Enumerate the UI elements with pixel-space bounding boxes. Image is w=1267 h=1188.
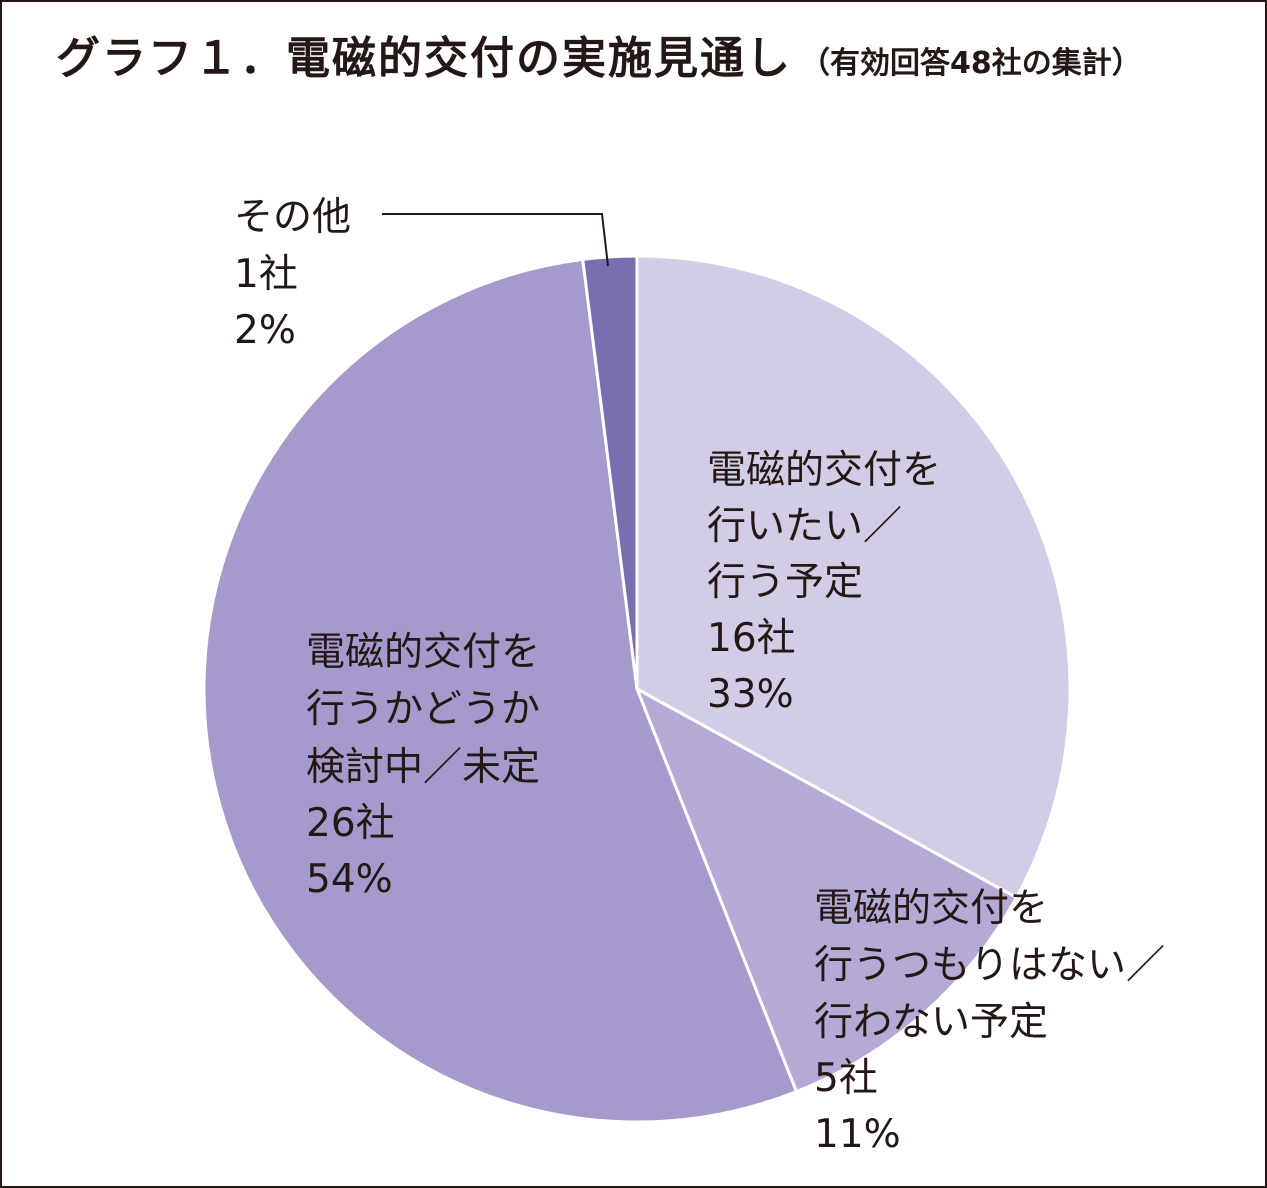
chart-title-main: グラフ１．電磁的交付の実施見通し — [56, 33, 792, 84]
slice-label-3: その他 1社 2% — [234, 195, 351, 353]
slice-2-label-line-3: 検討中／未定 — [306, 745, 540, 790]
slice-label-0: 電磁的交付を 行いたい／ 行う予定 16社 33% — [707, 448, 941, 717]
slice-1-percent: 11% — [814, 1112, 901, 1157]
slice-label-2: 電磁的交付を 行うかどうか 検討中／未定 26社 54% — [306, 630, 540, 902]
slice-2-label-line-2: 行うかどうか — [306, 687, 540, 732]
slice-2-count: 26社 — [306, 801, 395, 846]
pie-slice-1 — [635, 687, 1018, 1094]
slice-1-label-line-2: 行うつもりはない／ — [814, 943, 1165, 988]
slice-0-label-line-1: 電磁的交付を — [707, 448, 941, 493]
pie-slice-0 — [635, 254, 1072, 900]
pie-slices — [202, 254, 1072, 1124]
slice-0-count: 16社 — [707, 616, 796, 661]
slice-0-label-line-2: 行いたい／ — [707, 504, 902, 549]
other-leader-line — [382, 213, 609, 267]
slice-1-label-line-1: 電磁的交付を — [814, 886, 1048, 931]
slice-2-percent: 54% — [306, 857, 393, 902]
slice-3-label-line-1: その他 — [234, 195, 351, 240]
slice-label-1: 電磁的交付を 行うつもりはない／ 行わない予定 5社 11% — [814, 886, 1165, 1157]
slice-0-percent: 33% — [707, 672, 794, 717]
chart-title: グラフ１．電磁的交付の実施見通し （有効回答48社の集計） — [56, 22, 1142, 86]
pie-slice-3 — [581, 254, 639, 691]
chart-title-sub: （有効回答48社の集計） — [800, 46, 1142, 81]
slice-2-label-line-1: 電磁的交付を — [306, 630, 540, 675]
slice-0-label-line-3: 行う予定 — [707, 560, 863, 605]
slice-1-label-line-3: 行わない予定 — [814, 1000, 1048, 1045]
slice-3-count: 1社 — [234, 252, 298, 297]
slice-3-percent: 2% — [234, 308, 296, 353]
pie-slice-2 — [202, 257, 798, 1124]
slice-1-count: 5社 — [814, 1056, 878, 1101]
